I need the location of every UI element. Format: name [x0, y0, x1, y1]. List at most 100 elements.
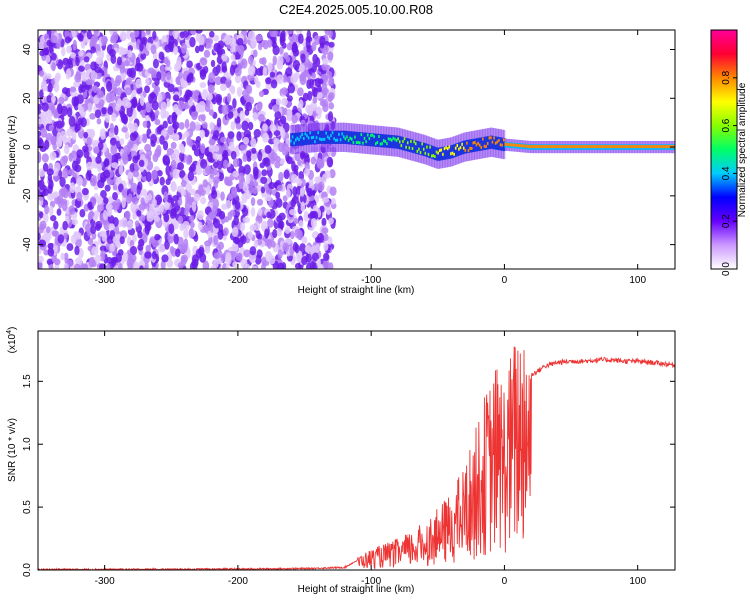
- noise-speckle: [43, 249, 50, 256]
- noise-speckle: [325, 205, 332, 216]
- noise-speckle: [307, 90, 313, 101]
- signal-core: [526, 144, 530, 148]
- signal-core: [392, 136, 395, 140]
- noise-speckle: [71, 218, 79, 226]
- signal-core: [512, 143, 515, 147]
- signal-band: [403, 137, 407, 151]
- noise-speckle: [278, 46, 284, 55]
- noise-speckle: [227, 131, 235, 139]
- noise-speckle: [208, 109, 215, 116]
- noise-speckle: [99, 128, 106, 137]
- signal-core: [442, 152, 445, 156]
- signal-core: [651, 145, 655, 149]
- colorbar-tick-label: 0.2: [721, 214, 732, 228]
- noise-speckle: [137, 230, 143, 239]
- signal-band: [360, 132, 363, 146]
- spectrogram-x-axis-label: Height of straight line (km): [298, 285, 415, 296]
- signal-core: [355, 141, 359, 145]
- signal-core: [640, 145, 643, 149]
- noise-speckle: [277, 249, 283, 260]
- noise-speckle: [61, 46, 66, 57]
- signal-band: [341, 130, 344, 144]
- noise-speckle: [207, 230, 213, 239]
- signal-core: [374, 142, 378, 146]
- noise-speckle: [245, 101, 253, 112]
- noise-speckle: [66, 107, 73, 118]
- signal-core: [352, 140, 355, 144]
- noise-speckle: [152, 30, 157, 40]
- noise-speckle: [69, 182, 76, 194]
- noise-speckle: [208, 236, 213, 245]
- signal-core: [408, 146, 411, 150]
- noise-speckle: [173, 45, 179, 56]
- noise-speckle: [329, 186, 337, 197]
- noise-speckle: [292, 186, 298, 197]
- signal-core: [402, 139, 405, 143]
- noise-speckle: [199, 252, 207, 263]
- noise-speckle: [144, 194, 149, 204]
- noise-speckle: [306, 61, 313, 69]
- signal-core: [629, 145, 632, 149]
- signal-core: [296, 136, 299, 140]
- noise-speckle: [55, 120, 64, 129]
- noise-speckle: [136, 184, 141, 196]
- noise-speckle: [315, 243, 321, 254]
- x-tick-label: -100: [361, 576, 381, 587]
- noise-speckle: [235, 123, 242, 130]
- noise-speckle: [209, 30, 215, 38]
- signal-core: [493, 136, 496, 140]
- noise-speckle: [243, 249, 251, 258]
- noise-speckle: [72, 39, 78, 51]
- noise-speckle: [96, 118, 102, 125]
- noise-speckle: [273, 130, 281, 137]
- noise-speckle: [145, 101, 153, 112]
- noise-speckle: [272, 229, 278, 239]
- noise-speckle: [111, 162, 119, 169]
- noise-speckle: [174, 218, 179, 230]
- noise-speckle: [38, 130, 42, 138]
- signal-core: [379, 142, 383, 146]
- signal-core: [333, 137, 336, 141]
- noise-speckle: [281, 87, 288, 96]
- signal-core: [653, 145, 656, 149]
- noise-speckle: [309, 260, 316, 269]
- noise-speckle: [179, 169, 186, 178]
- snr-marks: [38, 346, 675, 570]
- noise-speckle: [278, 212, 286, 221]
- noise-speckle: [150, 134, 157, 145]
- snr-frame: [37, 330, 676, 571]
- noise-speckle: [317, 84, 322, 94]
- noise-speckle: [294, 151, 301, 162]
- noise-speckle: [48, 205, 54, 217]
- noise-speckle: [68, 205, 75, 216]
- noise-speckle: [278, 171, 284, 182]
- signal-core: [349, 136, 352, 140]
- noise-speckle: [111, 257, 117, 268]
- noise-speckle: [38, 70, 45, 77]
- noise-speckle: [57, 234, 65, 244]
- signal-core: [486, 142, 490, 146]
- noise-speckle: [79, 208, 86, 218]
- noise-speckle: [69, 52, 77, 59]
- signal-band: [438, 147, 442, 161]
- noise-speckle: [221, 65, 228, 73]
- noise-speckle: [296, 87, 304, 97]
- noise-speckle: [38, 139, 45, 149]
- noise-speckle: [38, 232, 41, 241]
- noise-speckle: [54, 74, 60, 85]
- noise-speckle: [252, 166, 259, 177]
- noise-speckle: [122, 96, 129, 107]
- y-tick-label: 20: [22, 92, 33, 104]
- noise-speckle: [289, 230, 295, 240]
- noise-speckle: [85, 223, 93, 234]
- noise-speckle: [163, 110, 170, 119]
- noise-speckle: [38, 103, 42, 111]
- noise-speckle: [53, 220, 59, 230]
- signal-core: [378, 135, 381, 139]
- noise-speckle: [200, 57, 208, 66]
- signal-core: [586, 145, 589, 149]
- noise-speckle: [163, 201, 170, 211]
- signal-core: [435, 150, 439, 154]
- noise-speckle: [50, 35, 58, 44]
- noise-speckle: [127, 193, 133, 202]
